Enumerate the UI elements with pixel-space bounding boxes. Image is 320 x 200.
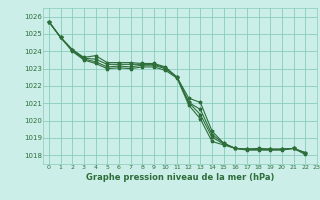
X-axis label: Graphe pression niveau de la mer (hPa): Graphe pression niveau de la mer (hPa) [86,173,274,182]
